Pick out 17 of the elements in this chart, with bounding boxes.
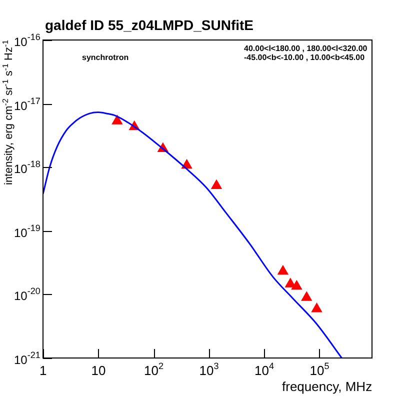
y-tick-label: 10$^{-21}$: [14, 350, 40, 367]
y-tick-label: 10$^{-17}$: [14, 96, 40, 113]
annotation: -45.00<b<-10.00 , 10.00<b<45.00: [244, 53, 365, 62]
annotation: 40.00<l<180.00 , 180.00<l<320.00: [244, 44, 368, 53]
x-tick-label: 10$^{4}$: [254, 361, 274, 378]
y-tick-label: 10$^{-18}$: [14, 159, 40, 176]
x-tick-label: 10: [91, 363, 106, 378]
x-tick-label: 10$^{3}$: [199, 361, 219, 378]
annotation: synchrotron: [82, 53, 129, 62]
x-axis-title: frequency, MHz: [282, 379, 372, 394]
y-tick-label: 10$^{-19}$: [14, 222, 40, 240]
y-tick-label: 10$^{-16}$: [14, 32, 40, 49]
chart-title: galdef ID 55_z04LMPD_SUNfitE: [45, 17, 254, 33]
y-tick-label: 10$^{-20}$: [14, 286, 40, 304]
x-tick-label: 1: [40, 363, 47, 378]
x-tick-label: 10$^{2}$: [144, 361, 164, 378]
x-tick-label: 10$^{5}$: [310, 361, 330, 378]
